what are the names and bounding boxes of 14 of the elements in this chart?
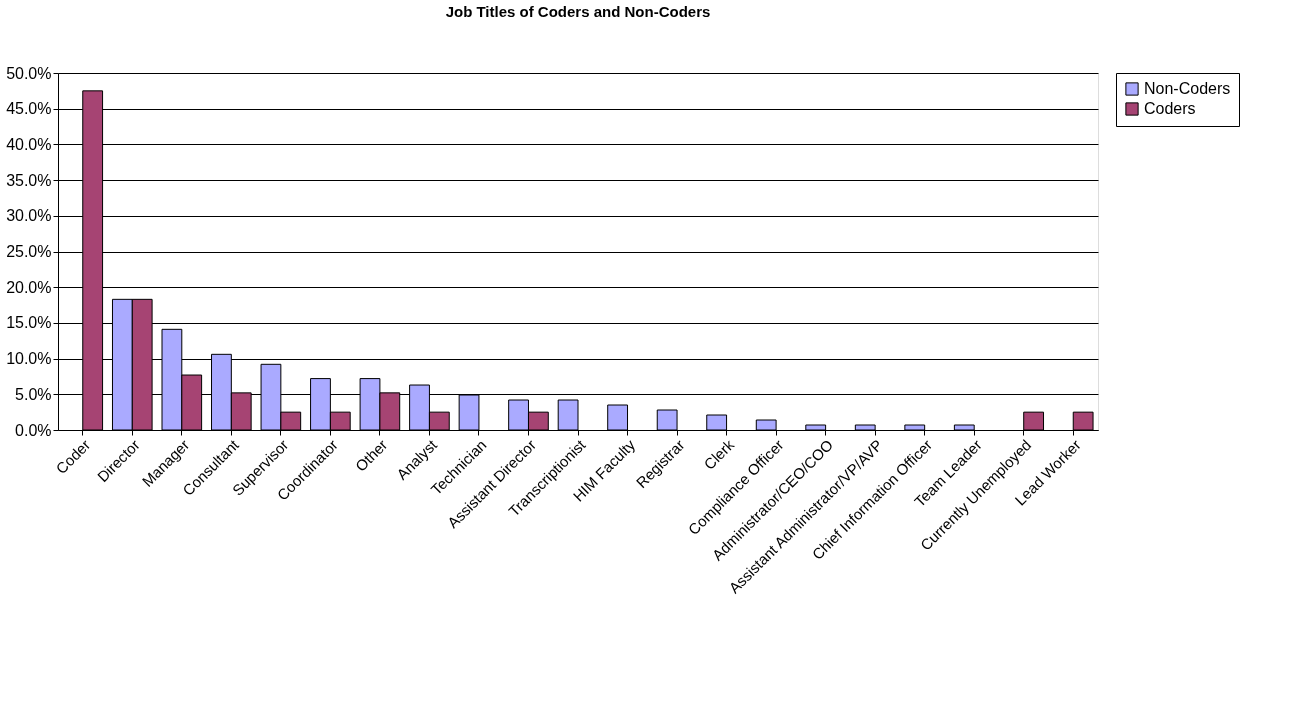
y-tick-label: 25.0% [6, 243, 52, 260]
legend-label: Non-Coders [1144, 80, 1231, 97]
y-tick-label: 10.0% [6, 350, 52, 368]
y-tick-label: 50.0% [6, 64, 52, 82]
y-tick-label: 45.0% [6, 100, 52, 118]
y-tick-label: 20.0% [6, 278, 52, 296]
y-tick-label: 5.0% [15, 385, 52, 403]
y-tick-label: 40.0% [6, 135, 52, 153]
legend-label: Coders [1144, 100, 1196, 117]
y-tick-label: 35.0% [6, 171, 52, 189]
chart-title: Job Titles of Coders and Non-Coders [445, 3, 711, 20]
y-tick-label: 0.0% [15, 421, 52, 439]
y-tick-label: 30.0% [6, 207, 52, 225]
y-tick-label: 15.0% [6, 314, 52, 332]
